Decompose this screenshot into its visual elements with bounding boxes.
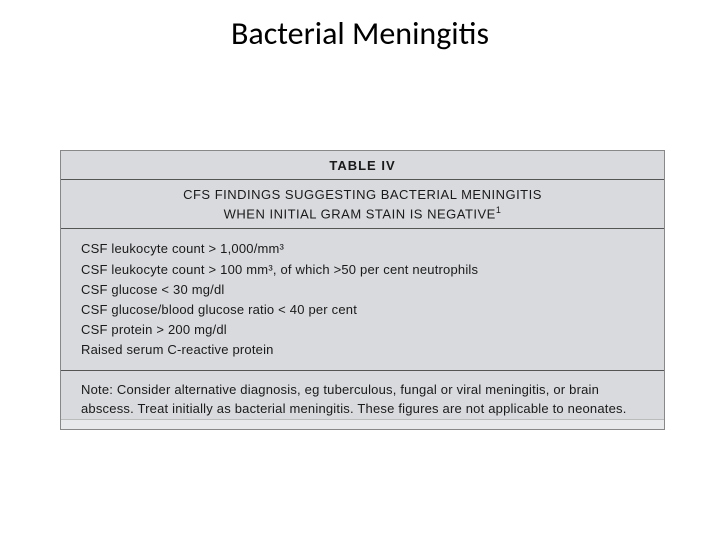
finding-row: CSF glucose/blood glucose ratio < 40 per… [81,300,644,320]
clinical-table: TABLE IV CFS FINDINGS SUGGESTING BACTERI… [60,150,665,430]
slide-title: Bacterial Meningitis [0,0,720,53]
caption-line-2: WHEN INITIAL GRAM STAIN IS NEGATIVE [224,206,496,221]
finding-row: Raised serum C-reactive protein [81,340,644,360]
caption-superscript: 1 [496,205,502,215]
table-header: TABLE IV [61,151,664,180]
findings-list: CSF leukocyte count > 1,000/mm³ CSF leuk… [61,229,664,371]
finding-row: CSF protein > 200 mg/dl [81,320,644,340]
table-caption: CFS FINDINGS SUGGESTING BACTERIAL MENING… [61,180,664,229]
table-label: TABLE IV [329,158,395,173]
finding-row: CSF leukocyte count > 1,000/mm³ [81,239,644,259]
finding-row: CSF glucose < 30 mg/dl [81,280,644,300]
caption-line-1: CFS FINDINGS SUGGESTING BACTERIAL MENING… [183,187,542,202]
truncated-edge [61,419,664,429]
note-text: Note: Consider alternative diagnosis, eg… [81,381,644,419]
finding-row: CSF leukocyte count > 100 mm³, of which … [81,260,644,280]
